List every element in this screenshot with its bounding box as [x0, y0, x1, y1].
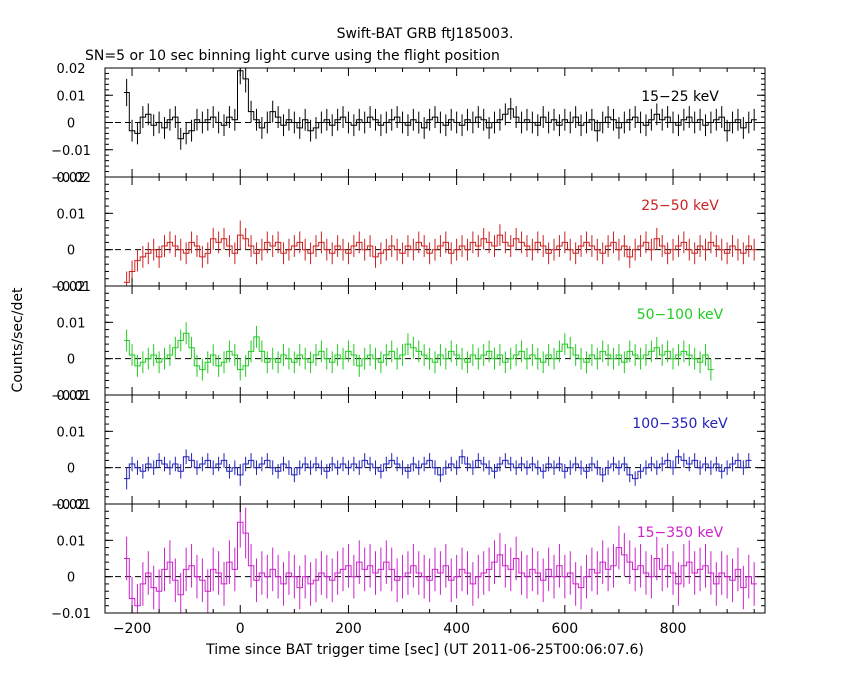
band-label: 15−350 keV	[637, 525, 724, 541]
chart-title: Swift-BAT GRB ftJ185003.	[337, 26, 514, 42]
band-label: 25−50 keV	[641, 198, 719, 214]
y-tick-label: 0	[67, 462, 75, 477]
y-axis-label: Counts/sec/det	[10, 287, 26, 392]
panel-4: −0.01 0 0.01 0.02 15−350 keV	[51, 498, 766, 622]
x-tick-label: 200	[335, 621, 362, 637]
panel-1: −0.01 0 0.01 0.02 25−50 keV	[51, 171, 766, 295]
x-tick-label: 600	[551, 621, 578, 637]
y-tick-label: −0.01	[51, 607, 91, 622]
y-tick-label: 0.01	[57, 316, 86, 331]
y-tick-label: 0.01	[57, 89, 86, 104]
x-tick-label: 800	[660, 621, 687, 637]
panel-frame	[104, 503, 766, 614]
y-tick-label: 0.02	[57, 389, 86, 404]
y-tick-label: 0	[67, 353, 75, 368]
y-tick-label: −0.02	[51, 171, 91, 186]
y-tick-label: −0.01	[51, 498, 91, 513]
series-1	[123, 220, 757, 286]
y-tick-label: 0.02	[57, 171, 86, 186]
x-tick-label: −200	[113, 621, 151, 637]
y-tick-label: 0	[67, 117, 75, 132]
band-label: 15−25 keV	[641, 89, 719, 105]
y-tick-label: 0.02	[57, 62, 86, 77]
x-axis-label: Time since BAT trigger time [sec] (UT 20…	[205, 642, 644, 658]
y-tick-label: 0.01	[57, 534, 86, 549]
band-label: 100−350 keV	[632, 416, 728, 432]
y-tick-label: 0.02	[57, 498, 86, 513]
series-4	[123, 504, 757, 613]
y-tick-label: −0.01	[51, 280, 91, 295]
y-tick-label: −0.01	[51, 389, 91, 404]
y-tick-label: 0.01	[57, 207, 86, 222]
y-tick-label: 0	[67, 244, 75, 259]
series-3	[123, 449, 752, 490]
y-tick-label: 0.02	[57, 280, 86, 295]
x-axis: −200 0 200 400 600 800	[113, 621, 687, 637]
y-tick-label: 0	[67, 571, 75, 586]
x-tick-label: 400	[443, 621, 470, 637]
chart-subtitle: SN=5 or 10 sec binning light curve using…	[85, 48, 500, 64]
panels: −0.02 −0.01 0 0.01 0.02 15−25 keV −0.01 0 0.01 0.…	[51, 62, 766, 622]
x-tick-label: 0	[236, 621, 245, 637]
band-label: 50−100 keV	[637, 307, 724, 323]
y-tick-label: −0.01	[51, 144, 91, 159]
series-0	[123, 68, 757, 150]
panel-frame	[104, 285, 766, 396]
panel-frame	[104, 176, 766, 287]
y-tick-label: 0.01	[57, 425, 86, 440]
panel-frame	[104, 394, 766, 505]
series-2	[123, 322, 714, 381]
panel-0: −0.02 −0.01 0 0.01 0.02 15−25 keV	[51, 62, 766, 186]
panel-3: −0.01 0 0.01 0.02 100−350 keV	[51, 389, 766, 513]
